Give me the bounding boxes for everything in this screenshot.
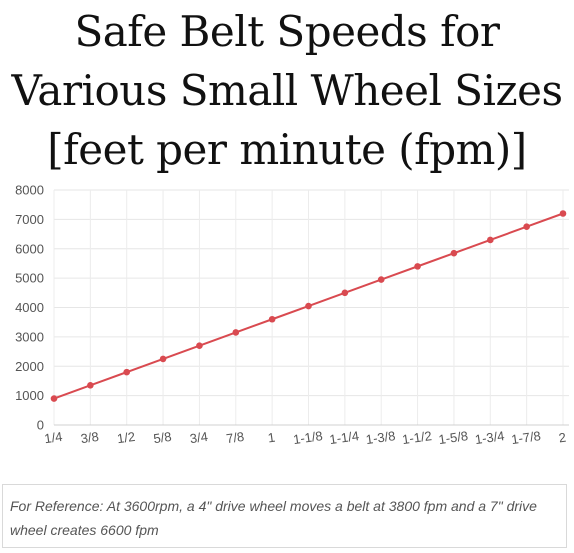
x-tick-label: 1/4	[43, 429, 63, 446]
x-tick-label: 1-5/8	[438, 428, 469, 447]
y-tick-label: 3000	[15, 329, 44, 344]
x-axis-ticks: 1/4 3/8 1/2 5/8 3/4 7/8 1 1-1/8 1-1/4 1-3/8 1-1/2 1…	[43, 428, 567, 447]
data-point	[414, 263, 421, 270]
chart-title: Safe Belt Speeds for Various Small Wheel…	[11, 7, 563, 174]
y-tick-label: 1000	[15, 388, 44, 403]
data-point	[305, 302, 312, 310]
data-point	[523, 223, 530, 231]
data-point	[232, 329, 240, 336]
line-chart: 0 1000 2000 3000 4000 5000 6000 7000 8000 1/4 3/8…	[15, 183, 569, 447]
data-point	[450, 249, 458, 257]
data-point	[50, 395, 58, 402]
y-tick-label: 8000	[15, 183, 44, 198]
x-tick-label: 1	[267, 430, 276, 446]
grid-lines	[53, 189, 569, 426]
data-point	[87, 382, 94, 389]
y-tick-label: 2000	[15, 359, 44, 374]
x-tick-label: 3/4	[189, 429, 209, 446]
x-tick-label: 1-3/4	[474, 428, 505, 447]
y-axis-ticks: 0 1000 2000 3000 4000 5000 6000 7000 8000	[15, 183, 44, 433]
x-tick-label: 7/8	[225, 429, 245, 446]
x-tick-label: 1-3/8	[365, 428, 396, 447]
x-tick-label: 1/2	[116, 429, 136, 446]
data-points	[50, 210, 567, 402]
data-point	[341, 289, 349, 297]
y-tick-label: 7000	[15, 212, 44, 227]
x-tick-label: 2	[558, 430, 567, 446]
data-point	[486, 236, 494, 244]
data-point	[377, 276, 385, 283]
data-point	[268, 315, 276, 323]
data-point	[196, 342, 203, 349]
y-tick-label: 0	[37, 418, 44, 433]
y-tick-label: 5000	[15, 271, 44, 286]
y-tick-label: 4000	[15, 300, 44, 315]
data-point	[559, 210, 567, 217]
x-tick-label: 1-1/8	[292, 428, 323, 447]
data-point	[159, 355, 167, 363]
x-tick-label: 1-1/4	[329, 428, 360, 447]
x-tick-label: 5/8	[152, 429, 172, 446]
y-tick-label: 6000	[15, 241, 44, 256]
reference-note: For Reference: At 3600rpm, a 4" drive wh…	[2, 484, 567, 548]
data-point	[123, 368, 131, 376]
x-tick-label: 3/8	[80, 429, 100, 446]
x-tick-label: 1-7/8	[510, 428, 541, 447]
x-tick-label: 1-1/2	[401, 428, 432, 447]
